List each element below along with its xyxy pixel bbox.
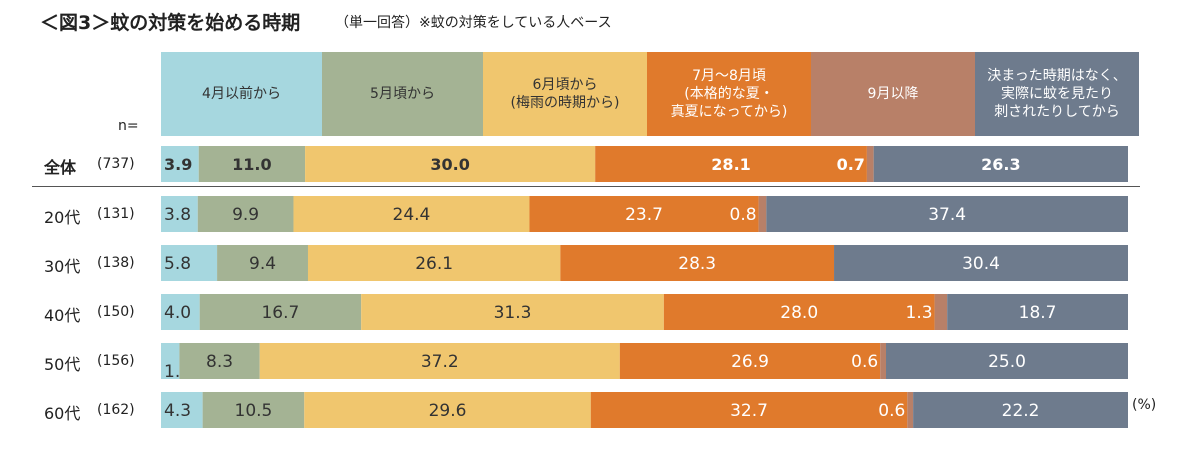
row-label: 30代 [44,257,81,276]
data-label: 26.9 [731,352,769,372]
data-label: 16.7 [261,303,299,323]
legend-item-6: 決まった時期はなく、 実際に蚊を見たり 刺されたりしてから [975,52,1139,136]
bar-segment [259,343,620,379]
data-label: 37.2 [421,352,459,372]
data-label: 1.3 [906,303,933,323]
bar-segment [907,392,914,428]
legend-item-3: 6月頃から (梅雨の時期から) [483,52,647,136]
bar-segment [161,146,199,182]
bar-segment [529,196,759,232]
bar-segment [866,146,874,182]
bar-segment [880,343,887,379]
row-n-count: (138) [97,255,135,271]
bar-segment [766,196,1128,232]
row-label: 60代 [44,404,81,423]
row-label: 50代 [44,355,81,374]
data-label: 4.0 [164,303,191,323]
bar-segment [934,294,948,330]
legend-item-5: 9月以降 [811,52,975,136]
bar-segment [305,146,596,182]
data-label: 30.0 [430,155,469,174]
row-n-count: (162) [97,402,135,418]
row-label: 20代 [44,208,81,227]
data-label: 0.6 [878,401,905,421]
chart-title: ＜図3＞蚊の対策を始める時期 [40,12,301,34]
data-label: 3.9 [164,155,192,174]
data-label: 22.2 [1002,401,1040,421]
data-label: 23.7 [625,205,663,225]
bar-segment [179,343,260,379]
bar-segment [886,343,1128,379]
bar-segment [304,392,591,428]
bar-segment [217,245,308,281]
data-label: 5.8 [164,254,191,274]
row-n-count: (150) [97,304,135,320]
bar-segment [590,392,908,428]
data-label: 0.6 [851,352,878,372]
bar-segment [161,392,203,428]
data-label: 9.9 [232,205,259,225]
total-divider [32,186,1140,187]
row-n-count: (131) [97,206,135,222]
data-label: 0.8 [730,205,757,225]
data-label: 10.5 [235,401,273,421]
data-label: 30.4 [962,254,1000,274]
bar-segment [758,196,767,232]
bar-segment [560,245,835,281]
data-label: 11.0 [232,155,271,174]
bar-segment [873,146,1128,182]
data-label: 32.7 [730,401,768,421]
row-n-count: (737) [97,156,135,172]
legend-item-2: 5月頃から [322,52,483,136]
data-label: 24.4 [393,205,431,225]
bar-segment [197,196,294,232]
bar-segment [307,245,561,281]
data-label: 37.4 [928,205,966,225]
data-label: 3.8 [164,205,191,225]
bar-segment [947,294,1128,330]
data-label: 9.4 [249,254,276,274]
bar-segment [198,146,306,182]
bar-segment [161,343,180,379]
bar-segment [595,146,867,182]
legend-item-1: 4月以前から [161,52,322,136]
data-label: 28.0 [780,303,818,323]
data-label: 25.0 [988,352,1026,372]
data-label: 8.3 [206,352,233,372]
bar-segment [619,343,881,379]
bar-segment [361,294,664,330]
bar-segment [161,245,218,281]
data-label: 28.3 [678,254,716,274]
bar-segment [199,294,362,330]
data-label: 18.7 [1019,303,1057,323]
n-label: n= [118,118,139,134]
legend-item-4: 7月～8月頃 (本格的な夏・ 真夏になってから) [647,52,811,136]
bar-segment [913,392,1128,428]
bar-segment [834,245,1128,281]
row-n-count: (156) [97,353,135,369]
row-label: 全体 [44,158,77,177]
data-label: 28.1 [711,155,750,174]
data-label: 4.3 [164,401,191,421]
bar-segment [663,294,935,330]
chart-subtitle: （単一回答）※蚊の対策をしている人ベース [335,15,612,31]
unit-label: (%) [1132,397,1157,413]
bar-segment [161,294,200,330]
data-label: 31.3 [494,303,532,323]
data-label: 29.6 [429,401,467,421]
bar-segment [293,196,530,232]
bar-segment [202,392,305,428]
data-label: 26.3 [981,155,1020,174]
row-label: 40代 [44,306,81,325]
data-label: 0.7 [837,155,865,174]
bar-segment [161,196,198,232]
data-label: 26.1 [415,254,453,274]
